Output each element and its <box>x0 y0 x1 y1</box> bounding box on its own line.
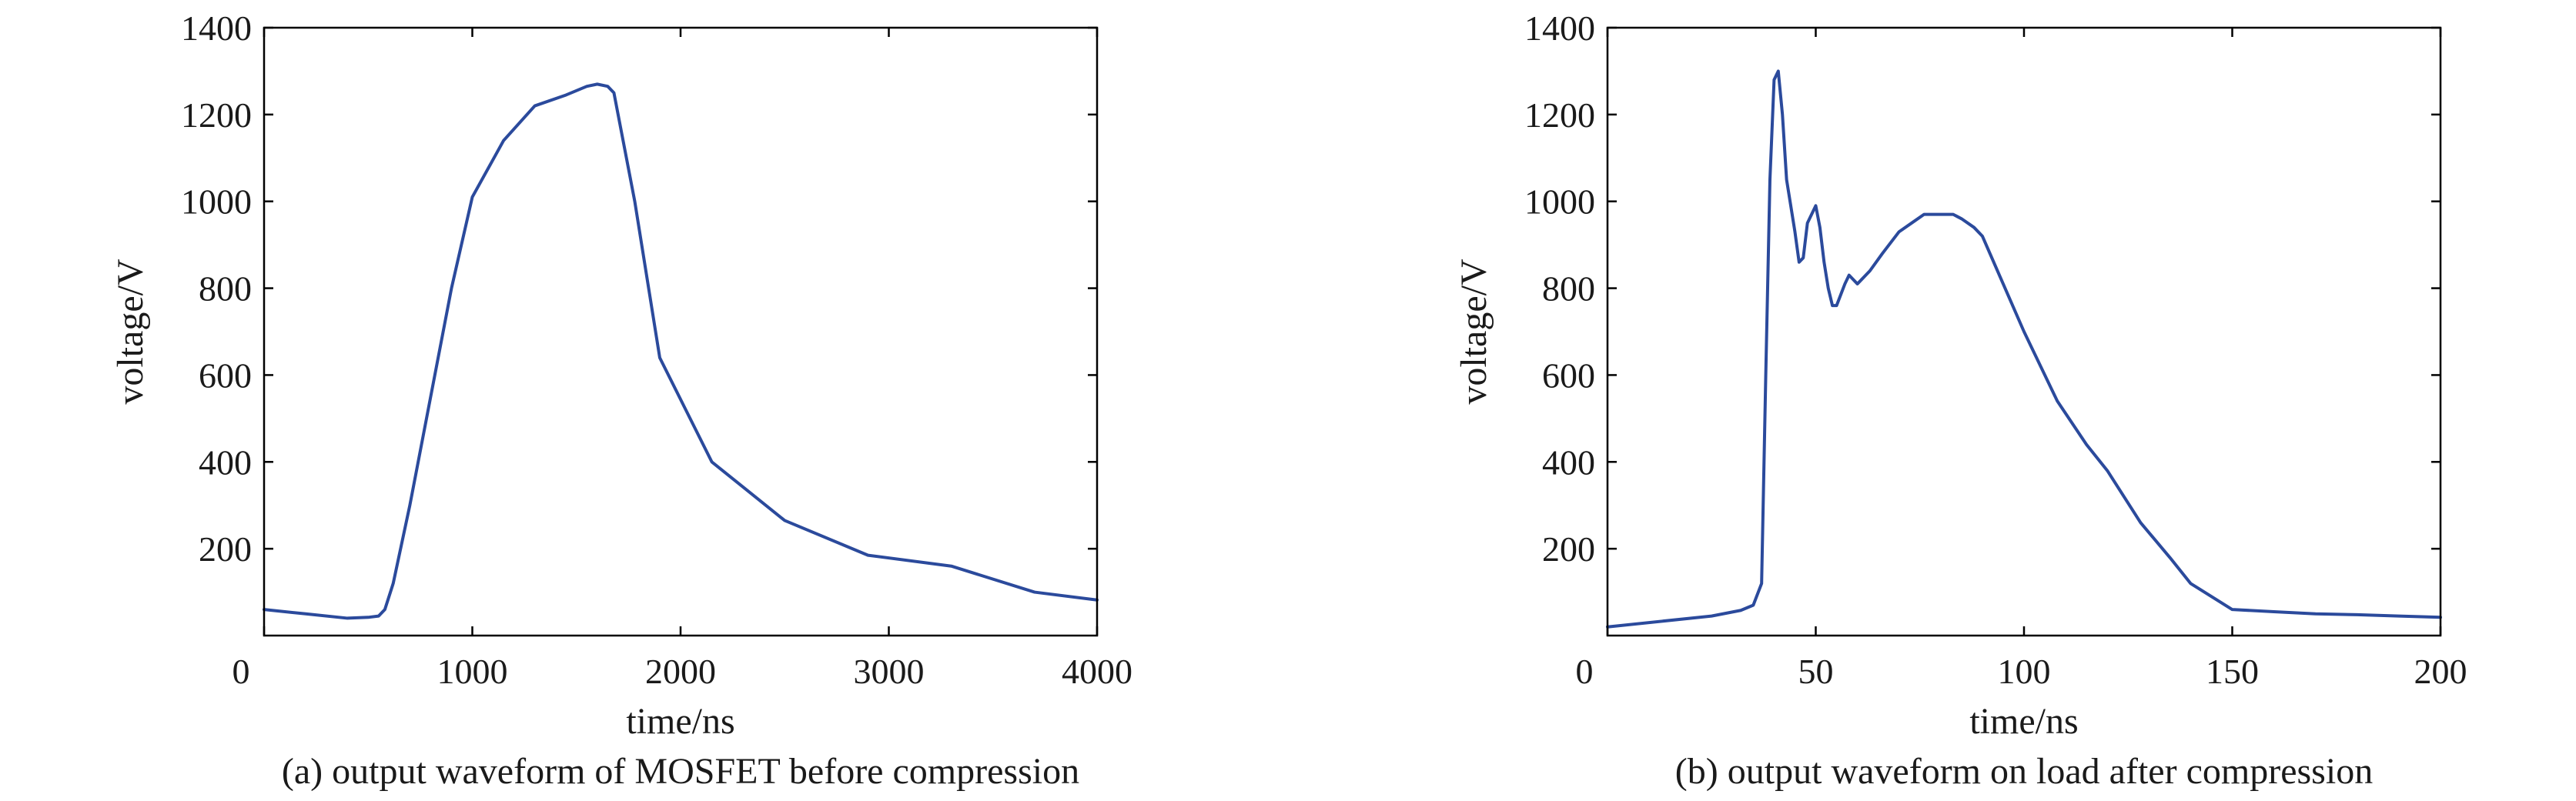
panel-b-y-tick-label: 800 <box>1542 269 1595 309</box>
panel-a-y-tick-labels: 200 400 600 800 1000 1200 1400 <box>181 8 252 569</box>
panel-a-series-line <box>263 82 1099 620</box>
panel-a-y-tick-label: 600 <box>199 355 252 395</box>
panel-b-y-tick-label: 1200 <box>1524 95 1595 135</box>
chart-panel-a: 200 400 600 800 1000 1200 1400 0 1000 2000 3000 40… <box>110 8 1132 792</box>
panel-a-x-tick-label: 3000 <box>854 652 925 691</box>
panel-a-y-tick-label: 1000 <box>181 182 252 222</box>
panel-a-x-tick-label: 0 <box>233 652 250 691</box>
panel-b-y-axis-label: voltage/V <box>1454 259 1494 405</box>
panel-b-y-tick-label: 1400 <box>1524 8 1595 48</box>
panel-b-x-tick-labels: 0 50 100 150 200 <box>1576 652 2467 691</box>
panel-b-x-tick-label: 50 <box>1798 652 1834 691</box>
panel-a-x-tick-label: 2000 <box>645 652 716 691</box>
panel-a-y-tick-label: 200 <box>199 529 252 569</box>
panel-a-x-tick-label: 1000 <box>437 652 508 691</box>
panel-b-y-tick-label: 400 <box>1542 442 1595 482</box>
panel-b-x-tick-label: 150 <box>2206 652 2259 691</box>
panel-b-y-tick-label: 1000 <box>1524 182 1595 222</box>
panel-b-x-tick-label: 200 <box>2414 652 2467 691</box>
panel-a-y-tick-label: 800 <box>199 269 252 309</box>
panel-b-x-tick-label: 100 <box>1998 652 2051 691</box>
panel-a-tick-marks <box>263 26 1099 636</box>
panel-b-y-tick-labels: 200 400 600 800 1000 1200 1400 <box>1524 8 1595 569</box>
panel-b-x-tick-label: 0 <box>1576 652 1594 691</box>
panel-b-series-line <box>1606 69 2442 629</box>
panel-a-y-tick-label: 1400 <box>181 8 252 48</box>
panel-b-y-tick-label: 600 <box>1542 355 1595 395</box>
chart-panel-b: 200 400 600 800 1000 1200 1400 0 50 100 150 200 ti… <box>1454 8 2467 792</box>
panel-a-x-axis-label: time/ns <box>626 701 734 742</box>
panel-a-plot-frame <box>263 26 1099 637</box>
panel-a-x-tick-label: 4000 <box>1062 652 1132 691</box>
panel-a-y-axis-label: voltage/V <box>110 259 151 405</box>
panel-a-caption: (a) output waveform of MOSFET before com… <box>282 751 1079 792</box>
panel-a-y-tick-label: 400 <box>199 442 252 482</box>
panel-b-plot-frame <box>1606 26 2442 637</box>
panel-b-y-tick-label: 200 <box>1542 529 1595 569</box>
panel-a-y-tick-label: 1200 <box>181 95 252 135</box>
panel-a-x-tick-labels: 0 1000 2000 3000 4000 <box>233 652 1133 691</box>
panel-b-x-axis-label: time/ns <box>1969 701 2078 742</box>
panel-b-caption: (b) output waveform on load after compre… <box>1675 751 2373 792</box>
